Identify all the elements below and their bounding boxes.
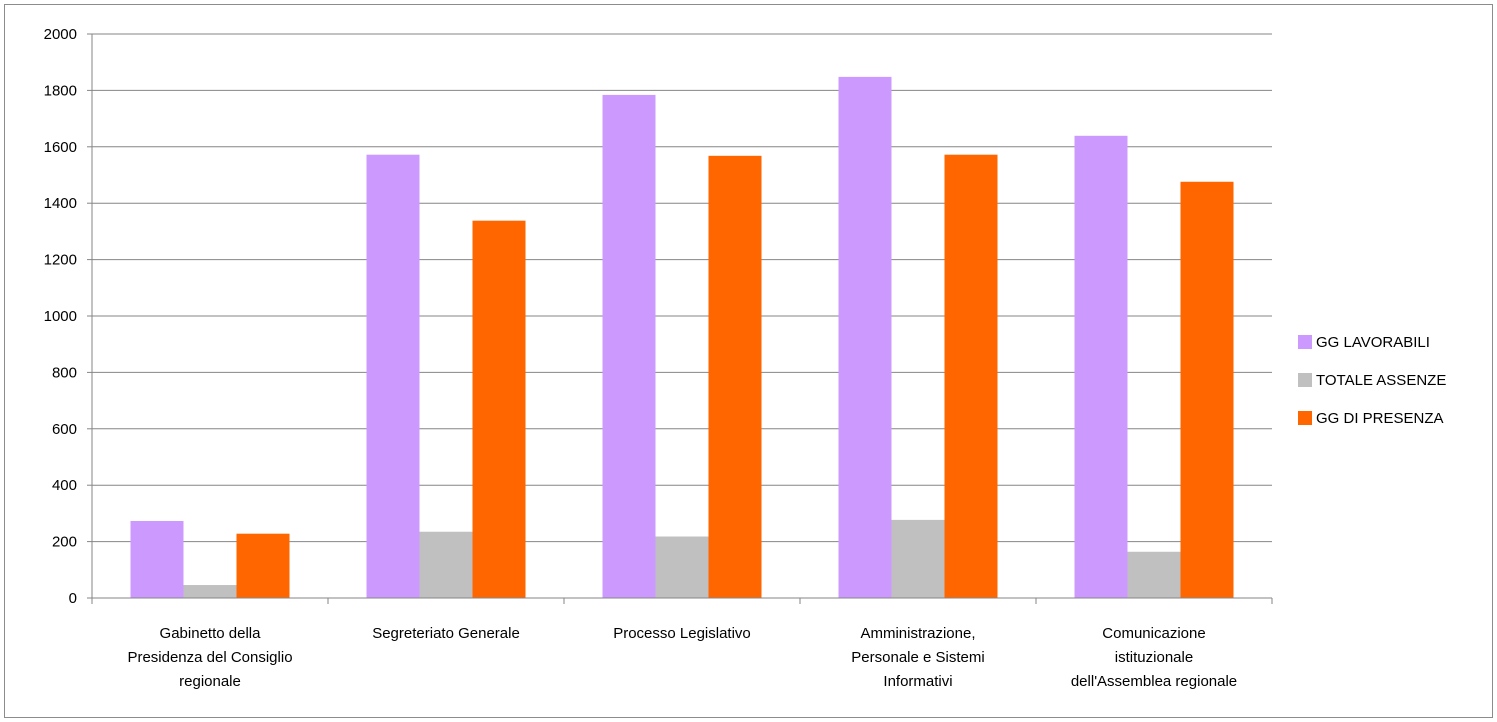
bar-gg-lavorabili-4	[1074, 135, 1128, 598]
y-tick-label: 1400	[44, 195, 77, 212]
legend: GG LAVORABILI TOTALE ASSENZE GG DI PRESENZ…	[1298, 334, 1446, 427]
legend-label: GG LAVORABILI	[1316, 334, 1430, 351]
legend-swatch	[1298, 411, 1312, 425]
bar-gg-di-presenza-4	[1180, 181, 1234, 598]
x-category-label: Processo Legislativo	[613, 625, 751, 642]
bar-totale-assenze-3	[891, 519, 945, 598]
legend-swatch	[1298, 373, 1312, 387]
bar-totale-assenze-4	[1127, 551, 1181, 598]
bar-totale-assenze-0	[183, 585, 237, 598]
x-category-label: Amministrazione,	[860, 625, 975, 642]
x-category-label: Personale e Sistemi	[851, 649, 984, 666]
x-axis: Gabinetto della Presidenza del Consiglio r…	[91, 597, 1273, 690]
x-category-label: istituzionale	[1115, 649, 1193, 666]
y-tick-label: 600	[52, 421, 77, 438]
legend-label: GG DI PRESENZA	[1316, 410, 1444, 427]
x-category-label: Informativi	[883, 673, 952, 690]
y-axis: 0 200 400 600 800 1000 1200 1400 1600 1800 2000	[44, 26, 93, 607]
x-category-label: Comunicazione	[1102, 625, 1205, 642]
x-category-label: regionale	[179, 673, 241, 690]
y-tick-label: 400	[52, 477, 77, 494]
bar-gg-lavorabili-1	[366, 154, 420, 599]
x-category-label: Segreteriato Generale	[372, 625, 520, 642]
y-tick-label: 1800	[44, 82, 77, 99]
y-tick-label: 200	[52, 534, 77, 551]
x-category-label: dell'Assemblea regionale	[1071, 673, 1237, 690]
bar-gg-di-presenza-0	[236, 533, 290, 598]
legend-label: TOTALE ASSENZE	[1316, 372, 1446, 389]
legend-swatch	[1298, 335, 1312, 349]
y-tick-label: 1000	[44, 308, 77, 325]
x-category-label: Gabinetto della	[160, 625, 262, 642]
bar-gg-di-presenza-2	[708, 155, 762, 598]
bar-gg-lavorabili-2	[602, 94, 656, 599]
bar-gg-lavorabili-3	[838, 76, 892, 598]
bar-gg-di-presenza-1	[472, 220, 526, 598]
bar-gg-lavorabili-0	[130, 521, 184, 598]
y-tick-label: 800	[52, 364, 77, 381]
y-tick-label: 0	[69, 590, 77, 607]
y-tick-label: 2000	[44, 26, 77, 43]
y-tick-label: 1600	[44, 139, 77, 156]
bar-gg-di-presenza-3	[944, 154, 998, 599]
y-tick-label: 1200	[44, 252, 77, 269]
bar-totale-assenze-2	[655, 536, 709, 598]
x-category-label: Presidenza del Consiglio	[127, 649, 292, 666]
bars	[130, 76, 1234, 599]
bar-totale-assenze-1	[419, 531, 473, 598]
